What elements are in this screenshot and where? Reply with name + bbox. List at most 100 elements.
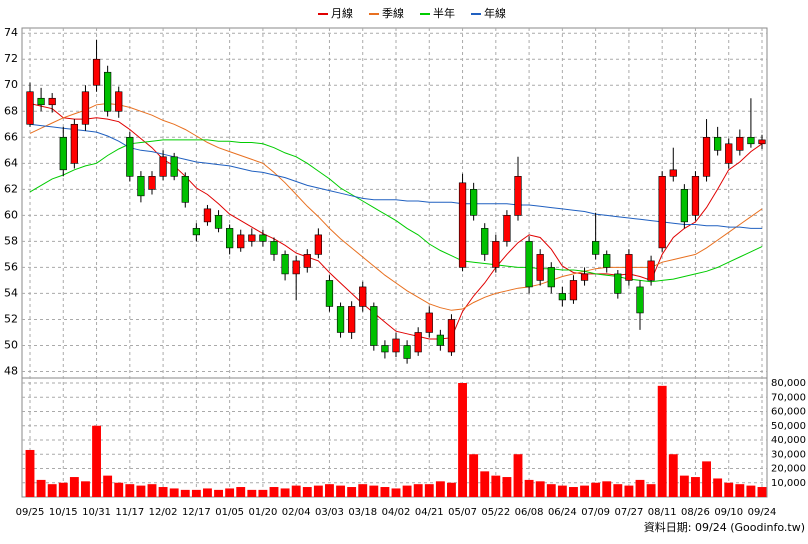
volume-bar <box>624 485 634 497</box>
x-tick-label: 01/05 <box>215 507 244 518</box>
candle-body <box>348 306 356 333</box>
y-tick-label: 56 <box>4 260 18 273</box>
volume-bar <box>169 488 179 497</box>
volume-bar <box>247 489 257 497</box>
volume-bar <box>535 481 545 497</box>
x-tick-label: 05/22 <box>481 507 510 518</box>
candle-body <box>702 136 711 177</box>
volume-bar <box>580 485 589 497</box>
legend-label: 月線 <box>331 6 353 20</box>
x-tick-label: 08/26 <box>681 507 710 518</box>
candle-body <box>115 91 123 112</box>
candle-body <box>514 176 522 216</box>
candle-body <box>425 312 433 333</box>
candle-body <box>203 208 212 223</box>
candle-body <box>747 136 755 145</box>
legend-label: 半年 <box>433 6 455 20</box>
candle-body <box>192 228 200 236</box>
volume-bar <box>413 484 423 497</box>
x-tick-label: 05/07 <box>448 507 477 518</box>
volume-bar <box>668 454 678 497</box>
candle-body <box>126 136 134 177</box>
volume-tick-label: 80,000 <box>771 378 806 389</box>
y-tick-label: 74 <box>4 26 18 39</box>
volume-bar <box>546 484 556 497</box>
volume-bar <box>191 489 201 497</box>
legend-label: 年線 <box>484 6 506 20</box>
volume-bar <box>447 482 456 497</box>
candle-body <box>691 176 700 216</box>
candle-body <box>658 176 666 249</box>
candle-body <box>603 254 611 268</box>
candle-body <box>414 332 422 353</box>
volume-bar <box>602 481 612 497</box>
candle-body <box>381 345 389 353</box>
volume-bar <box>214 489 223 497</box>
volume-bar <box>702 461 711 497</box>
candle-body <box>580 273 589 281</box>
volume-bar <box>424 484 434 497</box>
candle-body <box>170 156 178 177</box>
candle-body <box>270 241 278 255</box>
volume-bar <box>81 481 90 497</box>
x-tick-label: 07/09 <box>581 507 610 518</box>
y-tick-label: 48 <box>4 364 18 377</box>
volume-bar <box>435 481 445 497</box>
volume-bar <box>491 475 501 497</box>
candle-body <box>59 136 67 171</box>
volume-bar <box>569 487 578 497</box>
x-tick-label: 10/15 <box>49 507 78 518</box>
candle-body <box>447 319 456 353</box>
volume-bar <box>757 487 767 497</box>
candle-body <box>592 241 600 255</box>
x-tick-label: 12/17 <box>182 507 211 518</box>
volume-bar <box>103 475 113 497</box>
x-tick-label: 01/20 <box>248 507 277 518</box>
candle-body <box>470 189 478 216</box>
volume-tick-label: 70,000 <box>771 392 806 403</box>
volume-bar <box>691 477 700 497</box>
volume-bar <box>513 454 523 497</box>
x-tick-label: 10/31 <box>82 507 111 518</box>
volume-bar <box>469 454 479 497</box>
y-tick-label: 62 <box>4 182 18 195</box>
x-tick-label: 09/10 <box>714 507 743 518</box>
y-tick-label: 58 <box>4 234 18 247</box>
x-tick-label: 04/02 <box>382 507 411 518</box>
x-tick-label: 09/24 <box>748 507 777 518</box>
volume-bar <box>58 482 68 497</box>
volume-bar <box>713 478 723 497</box>
candle-body <box>81 91 90 125</box>
x-tick-label: 06/24 <box>548 507 577 518</box>
volume-tick-label: 30,000 <box>771 449 806 460</box>
x-tick-label: 09/25 <box>16 507 45 518</box>
y-tick-label: 60 <box>4 208 18 221</box>
volume-bar <box>336 485 345 497</box>
x-tick-label: 08/11 <box>648 507 677 518</box>
volume-bar <box>302 487 312 497</box>
volume-bar <box>125 484 135 497</box>
volume-bar <box>746 485 756 497</box>
candle-body <box>370 306 378 346</box>
candle-body <box>647 260 655 281</box>
volume-bar <box>25 449 35 497</box>
candle-body <box>325 280 334 307</box>
volume-bar <box>646 484 656 497</box>
y-tick-label: 52 <box>4 312 18 325</box>
volume-bar <box>136 485 146 497</box>
volume-bar <box>402 485 412 497</box>
volume-bar <box>280 488 290 497</box>
x-tick-label: 04/21 <box>415 507 444 518</box>
volume-bar <box>258 489 268 497</box>
volume-tick-label: 50,000 <box>771 421 806 432</box>
x-tick-label: 02/04 <box>282 507 311 518</box>
candle-body <box>458 182 467 268</box>
x-tick-label: 06/08 <box>515 507 544 518</box>
candle-body <box>314 234 322 255</box>
candle-body <box>303 254 311 268</box>
y-tick-label: 64 <box>4 156 18 169</box>
volume-bar <box>735 484 745 497</box>
x-tick-label: 07/27 <box>614 507 643 518</box>
candle-body <box>70 123 78 164</box>
